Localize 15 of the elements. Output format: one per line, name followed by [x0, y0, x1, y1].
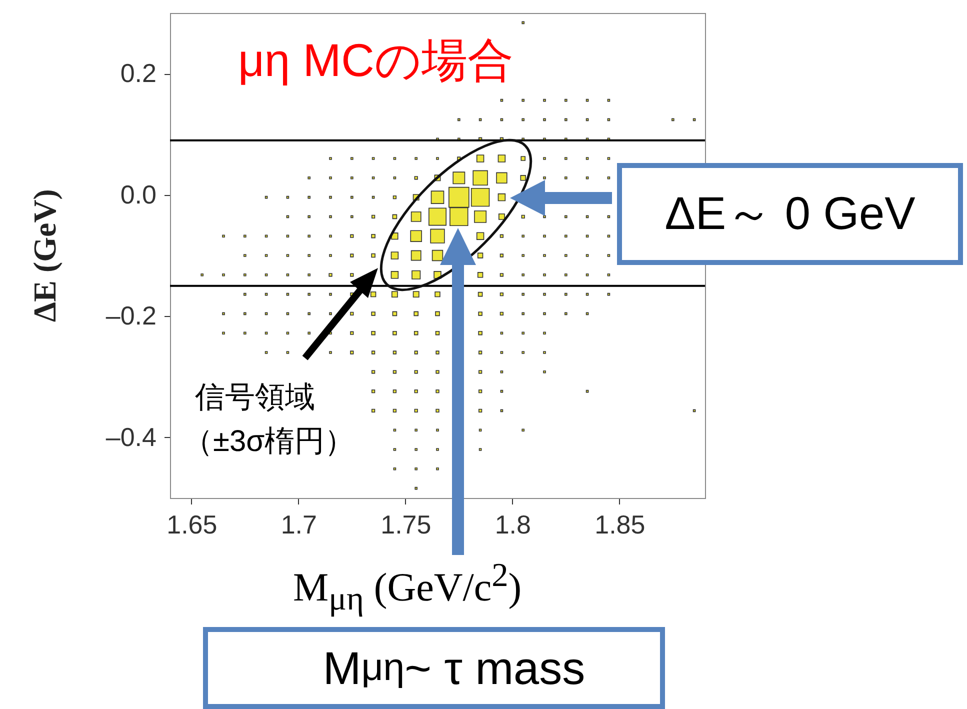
x-tick-label: 1.8 [494, 510, 531, 540]
y-tick-label: –0.2 [106, 300, 156, 331]
y-tick-label: –0.4 [106, 422, 156, 452]
x-tick-label: 1.65 [166, 510, 218, 540]
annotation: （±3σ楕円） [183, 424, 355, 460]
annotation: ΔE～ 0 GeV [617, 163, 963, 265]
y-tick-label: 0.2 [120, 58, 156, 88]
x-tick-label: 1.85 [594, 510, 646, 540]
y-axis-title: ΔE (GeV) [26, 189, 62, 322]
y-tick-label: 0.0 [120, 179, 156, 210]
x-axis-title: M$_{μη}$ (GeV/c$^{2}$) [293, 556, 522, 620]
annotation: 信号領域 [195, 380, 315, 416]
x-tick-label: 1.75 [380, 510, 432, 540]
x-tick-label: 1.7 [280, 510, 317, 540]
chart-title: μη MCの場合 [238, 33, 514, 88]
